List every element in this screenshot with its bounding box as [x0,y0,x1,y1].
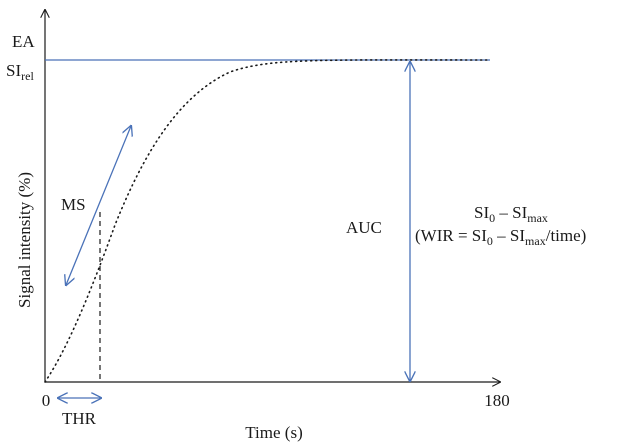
y-axis-label: Signal intensity (%) [15,172,34,308]
x-tick-start: 0 [42,391,51,410]
formula-line-1: SI0 – SImax [474,203,548,225]
formula-line-2: (WIR = SI0 – SImax/time) [415,226,586,248]
ms-label: MS [61,195,86,214]
auc-label: AUC [346,218,382,237]
ea-label: EA [12,32,35,51]
ms-double-arrow [66,126,131,285]
enhancement-curve [44,59,491,383]
thr-label: THR [62,409,97,428]
si-rel-label: SIrel [6,61,34,83]
x-axis-label: Time (s) [245,423,302,442]
x-tick-end: 180 [484,391,510,410]
